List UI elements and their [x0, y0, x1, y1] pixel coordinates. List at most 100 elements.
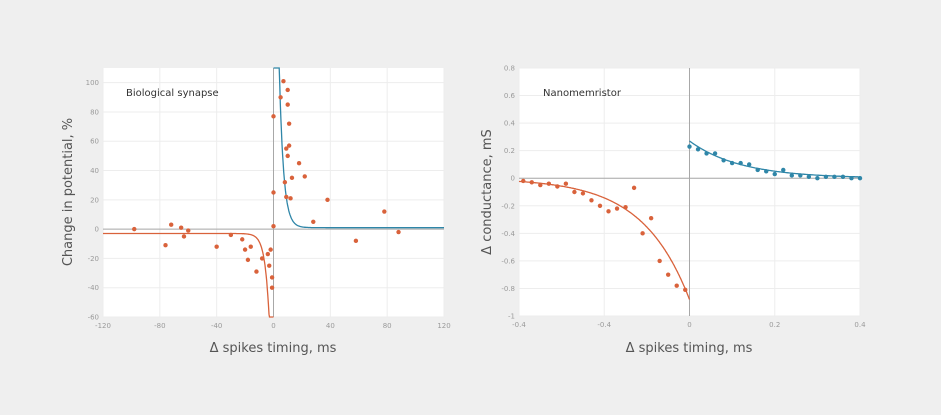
data-point [764, 169, 769, 174]
data-point [382, 209, 387, 214]
data-point [228, 232, 234, 238]
data-point [265, 251, 271, 257]
data-point [695, 147, 701, 152]
data-point [284, 146, 289, 151]
data-point [712, 151, 718, 156]
fit-curve-blue [273, 67, 444, 229]
data-point [832, 174, 837, 180]
y-tick-label: 100 [86, 79, 99, 87]
data-point [614, 206, 620, 211]
data-point [572, 189, 577, 195]
data-point [640, 231, 645, 236]
chart-title: Nanomemristor [543, 88, 622, 99]
x-tick-label: 80 [383, 322, 392, 330]
data-point [269, 275, 275, 280]
fit-curves [103, 67, 444, 318]
y-tick-label: -0.8 [501, 285, 515, 293]
data-point [240, 237, 245, 242]
x-tick-labels: -0.4 -0.4 0 0.2 0.4 [512, 321, 866, 329]
data-point [606, 209, 611, 214]
data-point [657, 258, 662, 264]
y-tick-labels: -60 -40 -20 0 20 40 60 80 100 [86, 79, 99, 321]
x-tick-label: 120 [437, 322, 450, 330]
data-point [631, 185, 637, 191]
data-point [648, 215, 654, 221]
data-point [665, 272, 671, 277]
data-point [580, 191, 586, 196]
data-point [729, 160, 735, 166]
y-tick-label: 60 [90, 138, 99, 146]
data-point [132, 226, 137, 232]
data-point [325, 197, 330, 203]
y-tick-label: 20 [90, 196, 99, 204]
data-point [806, 174, 812, 180]
data-point [296, 161, 302, 166]
data-point [186, 228, 191, 233]
x-tick-label: -40 [211, 322, 222, 330]
y-tick-label: -0.2 [501, 202, 515, 210]
data-point [353, 238, 359, 244]
y-tick-label: -60 [88, 314, 99, 322]
data-point [704, 151, 709, 156]
data-point [772, 171, 777, 177]
y-tick-label: -0.4 [501, 230, 515, 238]
data-point [282, 180, 288, 185]
data-point [286, 143, 292, 148]
data-point [288, 196, 293, 201]
y-tick-label: -20 [88, 255, 99, 263]
data-point [254, 269, 259, 274]
data-point [181, 234, 187, 239]
data-point [242, 247, 248, 252]
y-tick-label: 0 [511, 175, 515, 183]
data-point [281, 78, 286, 84]
data-point [268, 247, 273, 252]
data-point [746, 162, 752, 167]
data-points [521, 144, 863, 293]
data-point [311, 219, 316, 224]
data-point [798, 173, 803, 178]
data-point [267, 263, 272, 268]
data-point [815, 176, 820, 181]
y-tick-label: 0 [95, 226, 99, 234]
fit-curve-orange [103, 232, 274, 318]
data-point [755, 167, 760, 173]
data-point [163, 243, 168, 248]
y-tick-label: -1 [508, 313, 515, 321]
data-point [538, 182, 543, 188]
y-tick-label: 0.6 [504, 92, 516, 100]
data-point [271, 223, 276, 229]
x-tick-labels: -120 -80 -40 0 40 80 120 [95, 322, 451, 330]
y-tick-label: -40 [88, 284, 99, 292]
x-tick-label: 40 [326, 322, 335, 330]
chart-nanomemristor: -0.4 -0.4 0 0.2 0.4 -1 -0.8 -0.6 -0.4 -0.2 0 0.2 0.… [480, 65, 866, 357]
chart-biological-synapse: -120 -80 -40 0 40 80 120 -60 -40 -20 0 20 40 60 80 100… [61, 67, 451, 356]
data-point [245, 257, 251, 263]
x-tick-label: -120 [95, 322, 111, 330]
data-point [857, 176, 863, 181]
data-point [823, 174, 829, 180]
y-axis-label: Change in potential, % [61, 118, 76, 266]
x-tick-label: 0.2 [769, 321, 780, 329]
x-tick-label: 0 [687, 321, 691, 329]
data-point [284, 194, 289, 200]
y-axis-label: Δ conductance, mS [480, 129, 495, 255]
data-point [840, 174, 846, 180]
data-point [248, 244, 253, 249]
data-point [683, 287, 688, 293]
data-point [529, 180, 534, 185]
data-points [132, 78, 401, 290]
data-point [269, 285, 275, 290]
x-tick-label: 0 [271, 322, 275, 330]
data-point [178, 225, 184, 230]
x-tick-label: -80 [154, 322, 165, 330]
x-axis-label: Δ spikes timing, ms [626, 341, 753, 356]
data-point [214, 244, 219, 249]
data-point [302, 174, 307, 179]
data-point [789, 173, 794, 178]
data-point [271, 190, 276, 195]
x-tick-label: -0.4 [512, 321, 526, 329]
data-point [396, 229, 401, 235]
data-point [286, 121, 292, 126]
